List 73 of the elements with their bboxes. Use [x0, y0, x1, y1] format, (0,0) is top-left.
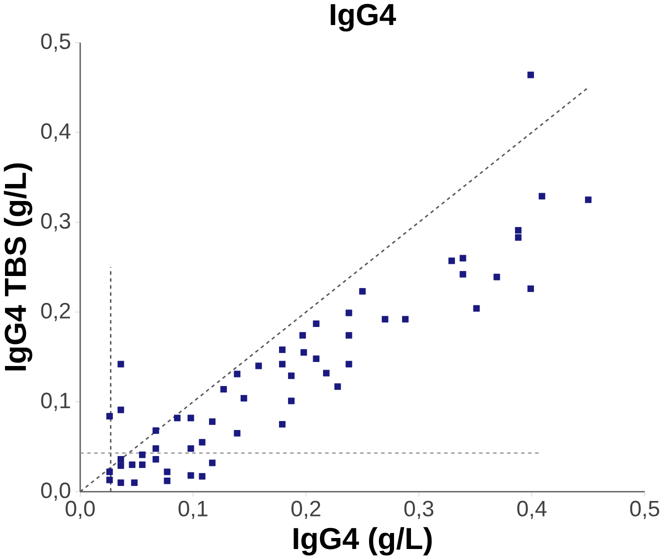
point: [300, 349, 308, 356]
point: [164, 477, 170, 484]
point: [334, 383, 341, 390]
point: [131, 479, 138, 486]
chart-title: IgG4: [330, 4, 396, 32]
x-tick-label: 0,0: [66, 500, 95, 519]
point: [209, 459, 216, 466]
point: [402, 316, 409, 322]
point: [299, 332, 306, 338]
x-tick-label: 0,5: [630, 500, 660, 519]
point: [538, 192, 546, 200]
point: [128, 461, 136, 468]
point: [106, 476, 113, 484]
y-axis-title: IgG4 TBS (g/L): [4, 163, 32, 370]
point: [240, 394, 248, 402]
point: [494, 274, 500, 280]
point: [279, 420, 286, 428]
x-tick-label: 0,3: [404, 500, 434, 519]
point: [234, 430, 240, 436]
point: [234, 370, 240, 378]
point: [118, 462, 124, 469]
point: [174, 414, 181, 422]
point: [460, 254, 466, 262]
point: [312, 320, 320, 327]
point: [346, 309, 352, 316]
point: [106, 412, 113, 420]
point: [584, 196, 592, 203]
y-tick-label: 0,0: [41, 482, 70, 501]
point: [139, 451, 146, 458]
point: [460, 270, 466, 278]
point: [152, 456, 160, 462]
x-tick-label: 0,2: [291, 500, 320, 519]
point: [323, 370, 330, 376]
point: [359, 288, 366, 294]
point: [188, 445, 194, 452]
point: [346, 360, 352, 368]
y-tick-label: 0,3: [41, 212, 70, 232]
point: [118, 479, 124, 486]
point: [514, 226, 522, 234]
point: [209, 418, 216, 425]
point: [139, 461, 146, 468]
y-tick-label: 0,4: [41, 123, 70, 142]
y-tick-label: 0,1: [41, 392, 70, 411]
point: [118, 360, 124, 368]
point: [288, 398, 295, 404]
point: [382, 316, 388, 322]
point: [527, 71, 534, 78]
point: [118, 456, 124, 462]
point: [198, 438, 206, 446]
y-tick-label: 0,2: [41, 302, 70, 322]
point: [312, 355, 320, 362]
y-tick-label: 0,5: [41, 33, 70, 52]
point: [346, 332, 352, 338]
point: [198, 472, 206, 480]
point: [279, 346, 286, 353]
x-axis-title: IgG4 (g/L): [294, 526, 432, 556]
point: [220, 386, 227, 392]
point: [527, 285, 534, 292]
point: [188, 414, 194, 422]
point: [152, 427, 160, 434]
point: [448, 257, 455, 264]
point: [152, 445, 160, 452]
point: [279, 360, 286, 368]
point: [164, 468, 170, 475]
point: [514, 234, 522, 241]
x-tick-label: 0,1: [178, 500, 208, 519]
point: [288, 372, 295, 379]
point: [473, 304, 480, 312]
point: [188, 472, 194, 479]
point: [106, 468, 113, 475]
point: [255, 362, 262, 370]
point: [118, 406, 124, 414]
x-tick-label: 0,4: [517, 500, 547, 519]
